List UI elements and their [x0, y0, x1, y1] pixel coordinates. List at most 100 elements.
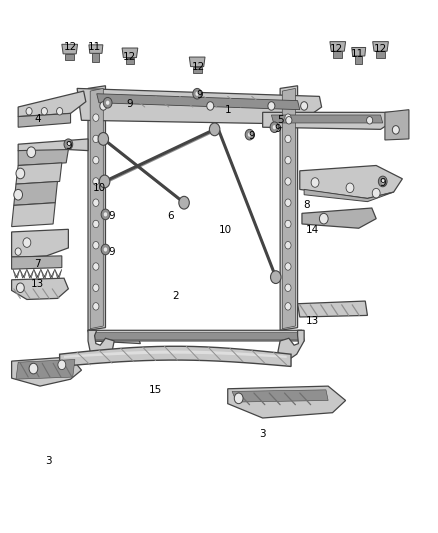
Circle shape: [285, 303, 291, 310]
Text: 4: 4: [35, 114, 41, 124]
Circle shape: [234, 393, 243, 403]
Circle shape: [179, 196, 189, 209]
Circle shape: [193, 88, 201, 99]
Polygon shape: [16, 163, 62, 184]
Text: 7: 7: [35, 259, 41, 269]
Circle shape: [93, 199, 99, 206]
Polygon shape: [18, 150, 68, 165]
Text: 9: 9: [109, 247, 115, 256]
Circle shape: [26, 108, 32, 115]
Polygon shape: [62, 44, 78, 54]
Circle shape: [209, 123, 220, 136]
Polygon shape: [280, 86, 297, 330]
Polygon shape: [77, 88, 321, 124]
Text: 9: 9: [126, 99, 133, 109]
Polygon shape: [16, 360, 75, 379]
Text: 3: 3: [46, 456, 52, 465]
Polygon shape: [193, 67, 201, 73]
Polygon shape: [88, 86, 106, 330]
Circle shape: [372, 188, 380, 198]
Polygon shape: [12, 357, 81, 386]
Polygon shape: [278, 330, 304, 360]
Circle shape: [195, 92, 199, 96]
Circle shape: [29, 364, 38, 374]
Circle shape: [27, 147, 35, 158]
Polygon shape: [304, 189, 394, 201]
Circle shape: [285, 241, 291, 249]
Polygon shape: [385, 110, 409, 140]
Polygon shape: [352, 47, 366, 56]
Polygon shape: [126, 58, 134, 64]
Polygon shape: [65, 54, 74, 60]
Polygon shape: [88, 330, 141, 344]
Circle shape: [101, 209, 110, 220]
Polygon shape: [64, 351, 287, 358]
Circle shape: [378, 176, 387, 187]
Text: 5: 5: [277, 115, 283, 125]
Text: 12: 12: [124, 52, 137, 61]
Circle shape: [16, 283, 24, 293]
Polygon shape: [300, 165, 403, 198]
Text: 9: 9: [275, 124, 281, 134]
Polygon shape: [12, 203, 55, 227]
Circle shape: [41, 108, 47, 115]
Circle shape: [311, 177, 319, 187]
Circle shape: [286, 117, 292, 124]
Polygon shape: [13, 269, 20, 278]
Circle shape: [104, 212, 107, 216]
Circle shape: [273, 125, 276, 130]
Text: 11: 11: [351, 49, 364, 59]
Circle shape: [319, 213, 328, 224]
Polygon shape: [283, 88, 295, 329]
Circle shape: [346, 183, 354, 192]
Circle shape: [367, 117, 373, 124]
Polygon shape: [34, 269, 41, 278]
Polygon shape: [20, 269, 27, 278]
Circle shape: [285, 263, 291, 270]
Polygon shape: [48, 269, 55, 278]
Text: 9: 9: [196, 90, 203, 100]
Text: 10: 10: [219, 225, 232, 236]
Text: 12: 12: [330, 44, 343, 53]
Polygon shape: [263, 112, 394, 130]
Text: 2: 2: [172, 290, 179, 301]
Polygon shape: [27, 269, 34, 278]
Polygon shape: [373, 42, 389, 51]
Circle shape: [285, 114, 291, 122]
Polygon shape: [12, 256, 62, 269]
Polygon shape: [18, 114, 71, 127]
Polygon shape: [88, 330, 304, 341]
Polygon shape: [189, 57, 205, 67]
Circle shape: [285, 157, 291, 164]
Polygon shape: [14, 181, 57, 205]
Polygon shape: [89, 45, 103, 53]
Circle shape: [392, 126, 399, 134]
Polygon shape: [90, 88, 103, 329]
Circle shape: [93, 263, 99, 270]
Circle shape: [57, 108, 63, 115]
Circle shape: [93, 157, 99, 164]
Circle shape: [93, 241, 99, 249]
Circle shape: [245, 130, 254, 140]
Polygon shape: [55, 269, 62, 278]
Circle shape: [285, 199, 291, 206]
Polygon shape: [90, 332, 300, 340]
Circle shape: [271, 271, 281, 284]
Text: 12: 12: [191, 62, 205, 72]
Circle shape: [285, 177, 291, 185]
Circle shape: [106, 101, 110, 105]
Circle shape: [100, 102, 107, 110]
Circle shape: [381, 179, 385, 183]
Polygon shape: [272, 115, 383, 123]
Text: 13: 13: [306, 316, 319, 326]
Circle shape: [98, 133, 109, 146]
Polygon shape: [12, 278, 68, 300]
Circle shape: [103, 98, 112, 108]
Polygon shape: [232, 390, 328, 402]
Circle shape: [67, 142, 70, 147]
Circle shape: [104, 247, 107, 252]
Polygon shape: [302, 208, 376, 228]
Circle shape: [248, 133, 251, 137]
Text: 13: 13: [31, 279, 44, 288]
Circle shape: [93, 114, 99, 122]
